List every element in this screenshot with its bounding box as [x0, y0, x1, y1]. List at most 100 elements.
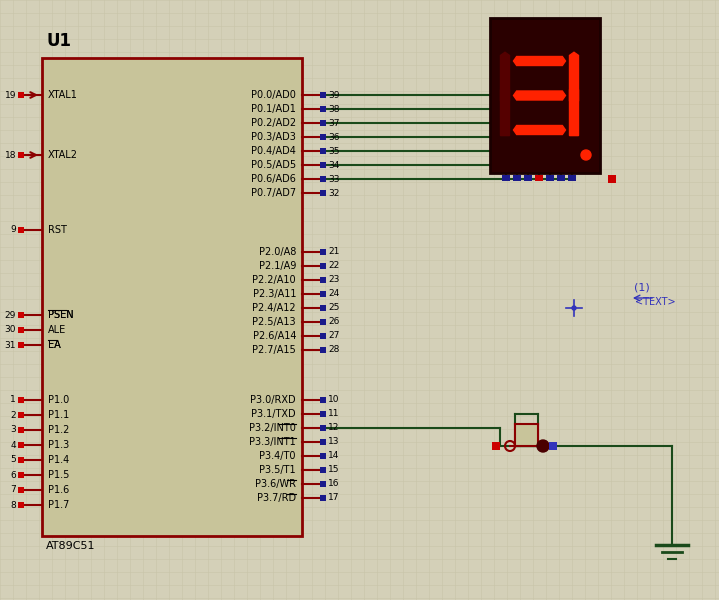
Text: P2.3/A11: P2.3/A11 — [252, 289, 296, 299]
Bar — [320, 481, 326, 487]
Text: P3.2/INT0: P3.2/INT0 — [249, 423, 296, 433]
Text: 5: 5 — [10, 455, 16, 464]
Bar — [320, 333, 326, 339]
Text: P1.6: P1.6 — [48, 485, 69, 495]
Bar — [320, 162, 326, 168]
Text: XTAL2: XTAL2 — [48, 150, 78, 160]
Text: <TEXT>: <TEXT> — [635, 297, 676, 307]
Text: P3.4/T0: P3.4/T0 — [260, 451, 296, 461]
Bar — [320, 495, 326, 501]
Bar — [42, 58, 302, 536]
Text: 37: 37 — [328, 118, 339, 127]
Polygon shape — [513, 56, 566, 65]
Text: 3: 3 — [10, 425, 16, 434]
Text: P0.3/AD3: P0.3/AD3 — [251, 132, 296, 142]
Bar — [535, 175, 543, 181]
Text: 19: 19 — [4, 91, 16, 100]
Text: P3.3/INT1: P3.3/INT1 — [249, 437, 296, 447]
Bar — [557, 175, 565, 181]
Polygon shape — [500, 52, 510, 101]
Text: XTAL1: XTAL1 — [48, 90, 78, 100]
Bar — [490, 18, 600, 173]
Text: 26: 26 — [328, 317, 339, 326]
Text: AT89C51: AT89C51 — [46, 541, 96, 551]
Bar — [320, 263, 326, 269]
Bar — [320, 467, 326, 473]
Circle shape — [572, 306, 576, 310]
Text: PSEN: PSEN — [48, 310, 73, 320]
Bar — [18, 327, 24, 333]
Text: P2.5/A13: P2.5/A13 — [252, 317, 296, 327]
Bar — [320, 411, 326, 417]
Bar — [608, 175, 616, 183]
Text: P3.6/WR: P3.6/WR — [255, 479, 296, 489]
Bar — [18, 487, 24, 493]
Bar — [18, 412, 24, 418]
Text: P1.2: P1.2 — [48, 425, 69, 435]
Text: P1.4: P1.4 — [48, 455, 69, 465]
Text: 28: 28 — [328, 346, 339, 355]
Text: PSEN: PSEN — [48, 310, 73, 320]
Text: 15: 15 — [328, 466, 339, 475]
Polygon shape — [513, 125, 566, 134]
Text: P3.0/RXD: P3.0/RXD — [250, 395, 296, 405]
Bar — [18, 457, 24, 463]
Text: P0.5/AD5: P0.5/AD5 — [251, 160, 296, 170]
Text: 12: 12 — [328, 424, 339, 433]
Bar — [546, 175, 554, 181]
Text: P0.2/AD2: P0.2/AD2 — [251, 118, 296, 128]
Bar — [515, 424, 538, 446]
Text: 10: 10 — [328, 395, 339, 404]
Text: 1: 1 — [10, 395, 16, 404]
Text: 18: 18 — [4, 151, 16, 160]
Bar — [18, 227, 24, 233]
Text: 7: 7 — [10, 485, 16, 494]
Text: 22: 22 — [328, 262, 339, 271]
Bar — [320, 439, 326, 445]
Text: P3.5/T1: P3.5/T1 — [260, 465, 296, 475]
Bar — [320, 305, 326, 311]
Bar — [18, 472, 24, 478]
Text: 4: 4 — [10, 440, 16, 449]
Bar — [320, 176, 326, 182]
Text: 2: 2 — [10, 410, 16, 419]
Circle shape — [581, 150, 591, 160]
Text: P1.1: P1.1 — [48, 410, 69, 420]
Text: 24: 24 — [328, 289, 339, 298]
Bar — [513, 175, 521, 181]
Bar — [320, 277, 326, 283]
Text: 36: 36 — [328, 133, 339, 142]
Bar — [568, 175, 576, 181]
Text: P2.2/A10: P2.2/A10 — [252, 275, 296, 285]
Text: P2.1/A9: P2.1/A9 — [259, 261, 296, 271]
Text: P2.0/A8: P2.0/A8 — [259, 247, 296, 257]
Text: P2.4/A12: P2.4/A12 — [252, 303, 296, 313]
Text: P1.7: P1.7 — [48, 500, 69, 510]
Text: EA: EA — [48, 340, 60, 350]
Text: 30: 30 — [4, 325, 16, 335]
Polygon shape — [500, 87, 510, 136]
Bar — [18, 427, 24, 433]
Text: P3.7/RD: P3.7/RD — [257, 493, 296, 503]
Text: 8: 8 — [10, 500, 16, 509]
Bar — [320, 148, 326, 154]
Text: 16: 16 — [328, 479, 339, 488]
Text: P1.0: P1.0 — [48, 395, 69, 405]
Text: 27: 27 — [328, 331, 339, 340]
Bar — [320, 291, 326, 297]
Bar — [524, 175, 532, 181]
Text: P0.0/AD0: P0.0/AD0 — [251, 90, 296, 100]
Bar — [502, 175, 510, 181]
Polygon shape — [513, 91, 566, 100]
Bar — [549, 442, 557, 450]
Text: P0.6/AD6: P0.6/AD6 — [251, 174, 296, 184]
Text: P0.1/AD1: P0.1/AD1 — [251, 104, 296, 114]
Bar — [18, 397, 24, 403]
Bar — [320, 397, 326, 403]
Text: P1.5: P1.5 — [48, 470, 69, 480]
Bar — [320, 92, 326, 98]
Text: 6: 6 — [10, 470, 16, 479]
Bar — [320, 347, 326, 353]
Bar — [18, 442, 24, 448]
Text: (1): (1) — [634, 282, 650, 292]
